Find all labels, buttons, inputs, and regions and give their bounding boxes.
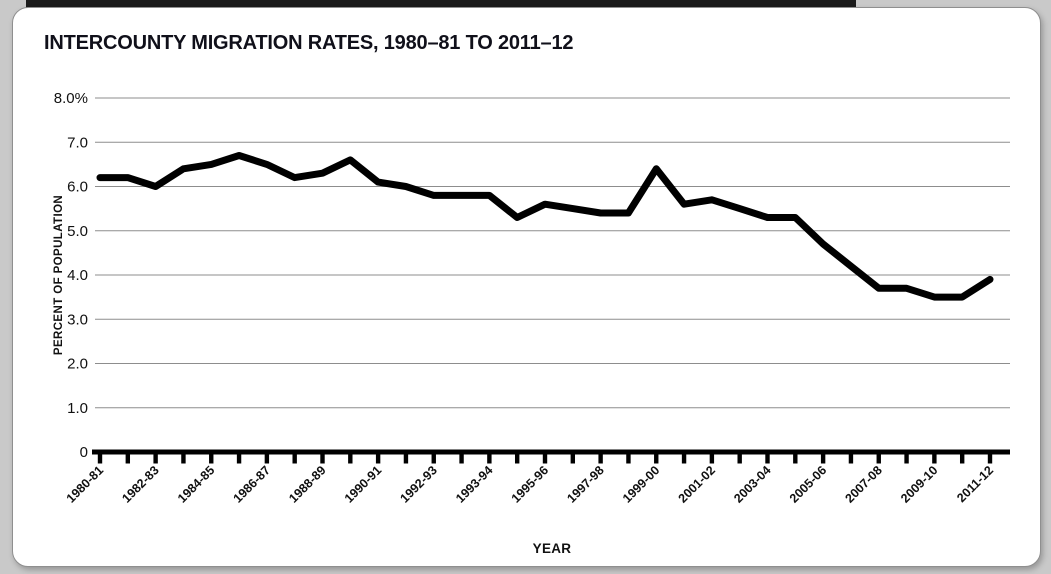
x-tick-mark <box>542 454 548 464</box>
x-tick-mark <box>320 454 325 464</box>
x-tick-mark <box>932 454 937 464</box>
x-tick-mark <box>959 454 965 464</box>
x-tick-label: 1984-85 <box>175 463 217 505</box>
y-tick-label: 1.0 <box>67 400 88 417</box>
x-tick-label: 1986-87 <box>231 463 273 505</box>
x-tick-mark <box>765 454 770 464</box>
x-tick-mark <box>153 454 158 464</box>
x-tick-mark <box>97 454 103 464</box>
gridlines <box>95 97 1010 409</box>
x-tick-mark <box>987 454 993 464</box>
x-tick-label: 1995-96 <box>509 463 551 505</box>
x-tick-label: 2007-08 <box>843 463 885 505</box>
x-tick-mark <box>848 454 854 464</box>
x-axis-line <box>92 449 1010 455</box>
x-tick-mark <box>487 454 492 464</box>
data-line-series <box>96 152 994 301</box>
x-tick-mark <box>209 454 214 464</box>
x-tick-mark <box>626 454 631 464</box>
y-tick-label: 6.0 <box>67 179 88 196</box>
x-tick-mark <box>876 454 881 464</box>
x-tick-mark <box>348 454 353 464</box>
x-axis <box>92 449 1010 464</box>
x-tick-label: 1997-98 <box>564 463 606 505</box>
y-tick-label: 5.0 <box>67 223 88 240</box>
x-tick-label: 1980-81 <box>64 463 106 505</box>
x-tick-label: 2001-02 <box>676 463 718 505</box>
x-tick-mark <box>598 454 603 464</box>
x-tick-label: 2005-06 <box>787 463 829 505</box>
chart-card <box>12 7 1041 567</box>
x-tick-label: 1992-93 <box>398 463 440 505</box>
y-tick-label: 7.0 <box>67 134 88 151</box>
y-axis-tick-labels: 8.0% 7.0 6.0 5.0 4.0 3.0 2.0 1.0 0 <box>54 90 88 461</box>
x-tick-mark <box>264 454 270 464</box>
x-axis-title: YEAR <box>533 541 572 556</box>
x-axis-tick-labels: 1980-81 1982-83 1984-85 1986-87 1988-89 1990-… <box>64 463 996 505</box>
x-tick-mark <box>709 454 715 464</box>
x-tick-mark <box>820 454 826 464</box>
x-tick-mark <box>292 454 297 464</box>
x-tick-mark <box>514 454 520 464</box>
x-tick-mark <box>125 454 131 464</box>
window-top-strip <box>26 0 856 9</box>
y-tick-label: 4.0 <box>67 267 88 284</box>
x-tick-label: 2009-10 <box>898 463 940 505</box>
x-tick-mark <box>431 454 436 464</box>
x-tick-label: 2003-04 <box>731 463 773 505</box>
chart-title: INTERCOUNTY MIGRATION RATES, 1980–81 TO … <box>44 32 574 54</box>
y-tick-label: 2.0 <box>67 356 88 373</box>
x-tick-mark <box>181 454 186 464</box>
y-tick-label: 0 <box>80 444 88 461</box>
y-tick-label: 8.0% <box>54 90 88 107</box>
x-tick-mark <box>793 454 798 464</box>
x-tick-mark <box>681 454 687 464</box>
x-tick-label: 1993-94 <box>453 463 495 505</box>
x-tick-label: 2011-12 <box>954 463 996 505</box>
x-tick-mark <box>403 454 409 464</box>
x-tick-label: 1988-89 <box>286 463 328 505</box>
y-tick-label: 3.0 <box>67 311 88 328</box>
y-axis-title: PERCENT OF POPULATION <box>53 195 65 355</box>
x-tick-mark <box>375 454 381 464</box>
x-tick-label: 1999-00 <box>620 463 662 505</box>
x-tick-mark <box>236 454 242 464</box>
x-tick-mark <box>904 454 909 464</box>
x-tick-mark <box>737 454 742 464</box>
x-tick-mark <box>459 454 464 464</box>
x-tick-label: 1982-83 <box>119 463 161 505</box>
x-tick-mark <box>570 454 576 464</box>
x-tick-label: 1990-91 <box>342 463 384 505</box>
x-tick-mark <box>654 454 659 464</box>
